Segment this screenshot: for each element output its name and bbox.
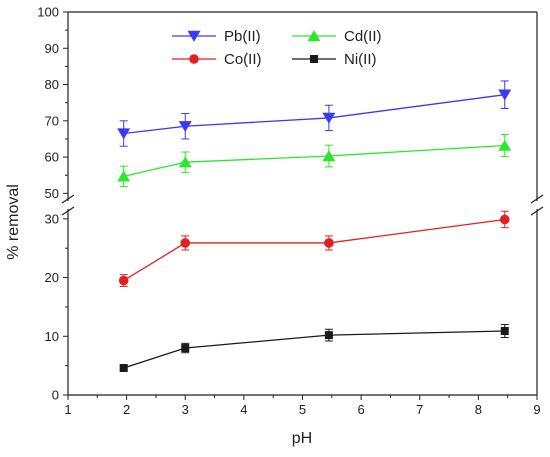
- y-tick-label: 90: [45, 41, 59, 56]
- data-point: [498, 89, 512, 101]
- y-tick-label: 70: [45, 113, 59, 128]
- data-point: [180, 238, 191, 248]
- data-point: [322, 150, 336, 162]
- legend-label: Ni(II): [344, 51, 377, 68]
- series-3: [119, 324, 509, 372]
- x-tick-label: 5: [299, 402, 306, 417]
- x-tick-label: 7: [416, 402, 423, 417]
- data-point: [117, 170, 131, 182]
- axis-break-right-a: [530, 194, 544, 204]
- series-2: [118, 210, 510, 287]
- y-tick-label: 30: [45, 211, 59, 226]
- data-point: [181, 344, 190, 353]
- data-point: [178, 156, 192, 168]
- data-point: [117, 128, 131, 140]
- series-line: [123, 144, 505, 177]
- series-line: [123, 330, 505, 369]
- x-axis-label: pH: [292, 430, 312, 447]
- x-tick-label: 3: [182, 402, 189, 417]
- legend: Pb(II) Cd(II) Co(II) Ni(II): [172, 28, 382, 68]
- data-point: [498, 139, 512, 151]
- data-point: [324, 238, 334, 248]
- series-line: [123, 218, 505, 282]
- legend-label: Co(II): [224, 51, 262, 68]
- data-point: [499, 214, 510, 225]
- series-layer: [117, 80, 512, 372]
- legend-marker: [307, 30, 321, 42]
- data-point: [119, 363, 128, 372]
- series-1: [117, 134, 512, 187]
- x-tick-label: 8: [475, 402, 482, 417]
- legend-marker: [310, 55, 318, 63]
- x-tick-label: 6: [358, 402, 365, 417]
- y-tick-label: 60: [45, 150, 59, 165]
- x-tick-label: 9: [533, 402, 540, 417]
- data-point: [322, 112, 336, 124]
- x-tick-label: 4: [240, 402, 247, 417]
- data-point: [118, 275, 129, 286]
- series-0: [117, 80, 512, 147]
- y-tick-label: 80: [45, 77, 59, 92]
- legend-marker: [187, 30, 201, 42]
- x-tick-label: 1: [64, 402, 71, 417]
- series-line: [123, 94, 505, 135]
- data-point: [500, 327, 509, 336]
- x-tick-label: 2: [123, 402, 130, 417]
- y-tick-label: 10: [45, 329, 59, 344]
- y-tick-label: 20: [45, 270, 59, 285]
- data-point: [178, 121, 192, 133]
- axis-break-left-a: [61, 194, 75, 204]
- y-tick-label: 50: [45, 186, 59, 201]
- y-axis-label: % removal: [5, 184, 22, 260]
- data-point: [324, 331, 333, 340]
- axis-break-left-b: [61, 206, 75, 216]
- y-tick-label: 0: [52, 388, 59, 403]
- axes-layer: 1 2 3 4 5 6 7 8 9 50 60 70 80 90 100 0 10 20 30: [37, 5, 544, 417]
- legend-label: Pb(II): [224, 28, 261, 45]
- axis-break-right-b: [530, 206, 544, 216]
- legend-marker: [189, 54, 199, 64]
- legend-label: Cd(II): [344, 28, 382, 45]
- y-tick-label: 100: [37, 5, 59, 20]
